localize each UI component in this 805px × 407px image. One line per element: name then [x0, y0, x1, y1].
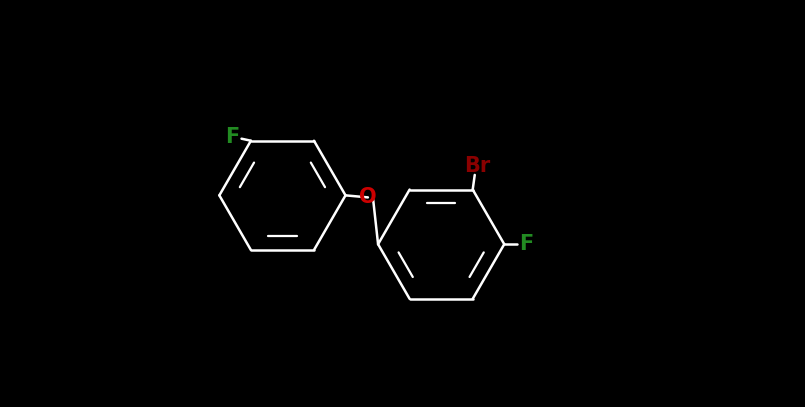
Text: F: F [225, 127, 240, 147]
Text: F: F [519, 234, 534, 254]
Text: Br: Br [464, 156, 490, 176]
Text: O: O [359, 187, 377, 208]
